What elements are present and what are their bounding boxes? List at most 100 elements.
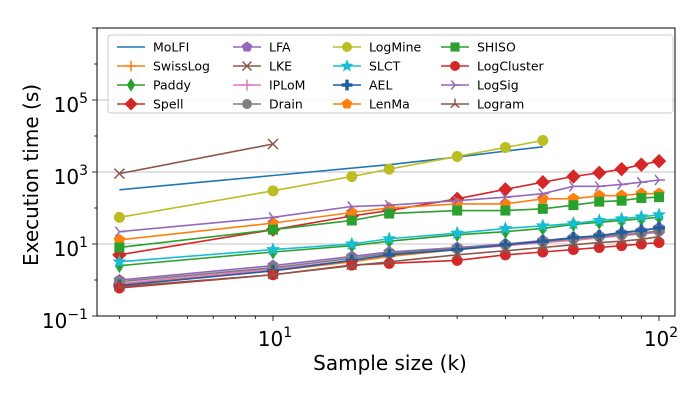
data-point — [567, 238, 579, 250]
data-point — [241, 60, 253, 72]
x-axis-title: Sample size (k) — [313, 351, 467, 375]
data-point — [537, 241, 549, 253]
legend-label: LogSig — [477, 78, 519, 93]
data-point — [654, 174, 666, 186]
data-point — [451, 248, 463, 260]
data-point — [614, 161, 629, 177]
data-point — [268, 211, 279, 223]
data-point — [636, 176, 648, 188]
data-point — [124, 97, 138, 111]
data-point — [592, 165, 607, 181]
legend-item-spell: Spell — [117, 97, 184, 112]
legend-item-swisslog: SwissLog — [117, 59, 210, 74]
series-logmine — [113, 134, 549, 223]
data-point — [593, 236, 605, 248]
data-point — [635, 238, 647, 250]
data-point — [341, 79, 353, 91]
data-point — [450, 61, 460, 71]
legend-label: SwissLog — [153, 59, 210, 74]
data-point — [653, 230, 665, 242]
data-point — [241, 41, 253, 52]
legend-label: Spell — [153, 97, 184, 112]
data-point — [344, 236, 359, 250]
data-point — [242, 99, 252, 109]
data-point — [383, 255, 395, 267]
data-point — [241, 79, 253, 91]
data-point — [593, 241, 605, 253]
data-point — [634, 157, 649, 172]
data-point — [616, 195, 627, 206]
y-axis-title: Execution time (s) — [19, 84, 43, 266]
legend-label: MoLFI — [153, 40, 189, 55]
data-point — [450, 42, 460, 52]
legend-item-logmine: LogMine — [333, 40, 422, 55]
data-point — [347, 201, 358, 212]
legend-label: SHISO — [477, 40, 516, 55]
data-point — [383, 163, 395, 175]
legend-label: AEL — [369, 78, 392, 93]
data-point — [452, 195, 464, 207]
data-point — [537, 203, 548, 214]
legend-item-slct: SLCT — [333, 59, 401, 74]
legend-item-logcluster: LogCluster — [441, 59, 545, 74]
data-point — [568, 180, 580, 192]
data-point — [498, 221, 513, 235]
data-point — [500, 191, 512, 203]
data-point — [537, 134, 549, 146]
legend-label: IPLoM — [269, 78, 305, 93]
data-point — [499, 244, 511, 256]
data-point — [617, 179, 628, 190]
data-point — [267, 138, 279, 150]
data-point — [566, 169, 581, 184]
series-line — [119, 143, 274, 175]
data-point — [567, 244, 579, 256]
data-point — [340, 59, 354, 72]
data-point — [382, 231, 397, 245]
axis-ticks: 10−1 101 103 105 101 102 — [42, 27, 678, 351]
data-point — [634, 209, 649, 223]
legend-label: LogCluster — [477, 59, 545, 74]
data-point — [113, 280, 125, 292]
legend-label: Paddy — [153, 78, 192, 93]
data-point — [384, 199, 396, 211]
data-point — [113, 211, 125, 223]
data-point — [126, 78, 136, 92]
legend-box — [107, 34, 674, 114]
data-point — [384, 208, 395, 219]
legend-item-paddy: Paddy — [117, 78, 192, 93]
legend-label: LKE — [269, 59, 292, 74]
legend-item-ael: AEL — [333, 78, 392, 93]
data-point — [500, 205, 511, 216]
data-point — [267, 185, 279, 197]
legend-item-lfa: LFA — [233, 40, 291, 55]
data-point — [651, 153, 667, 169]
data-point — [450, 98, 460, 109]
legend: MoLFI SwissLog Paddy Spell LFA LKE IPLoM Drain L… — [107, 34, 674, 114]
data-point — [592, 213, 607, 227]
y-tick-label: 105 — [54, 91, 88, 117]
data-point — [114, 226, 126, 238]
legend-label: LenMa — [369, 97, 410, 112]
data-point — [346, 215, 357, 226]
data-point — [265, 242, 281, 256]
data-point — [341, 98, 353, 109]
series-line — [119, 235, 660, 288]
legend-item-molfi: MoLFI — [117, 40, 189, 55]
legend-item-shiso: SHISO — [441, 40, 516, 55]
data-point — [113, 168, 125, 180]
legend-label: LogMine — [369, 40, 422, 55]
data-point — [267, 224, 278, 235]
data-point — [535, 175, 551, 190]
data-point — [451, 150, 463, 162]
legend-item-logsig: LogSig — [441, 78, 519, 93]
series-logsig — [114, 174, 666, 238]
x-tick-label: 101 — [258, 325, 292, 351]
y-tick-label: 101 — [54, 235, 88, 261]
legend-item-iplom: IPLoM — [233, 78, 305, 93]
data-point — [614, 211, 629, 225]
data-point — [450, 225, 465, 240]
legend-item-drain: Drain — [233, 97, 303, 112]
data-point — [112, 254, 127, 268]
legend-label: SLCT — [369, 59, 401, 74]
